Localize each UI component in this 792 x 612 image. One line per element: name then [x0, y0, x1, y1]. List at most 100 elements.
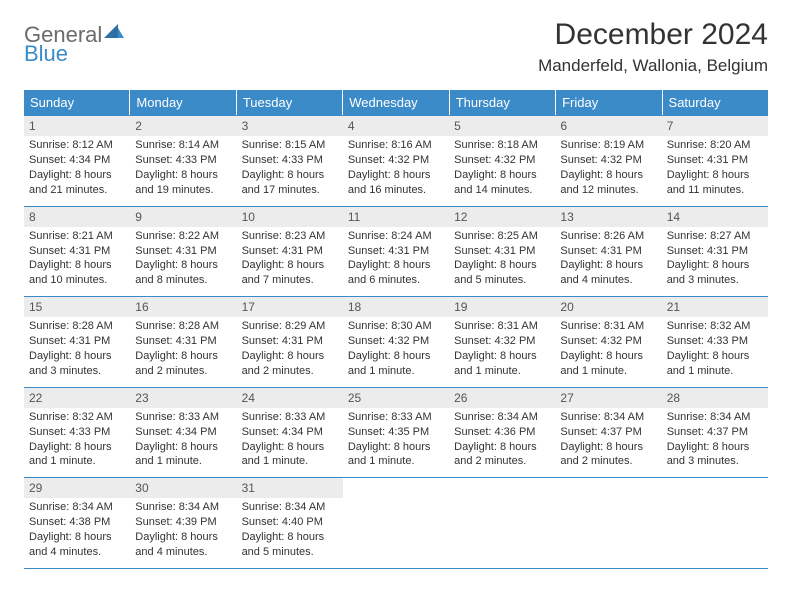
sunset-text: Sunset: 4:32 PM — [454, 334, 550, 349]
day-number: 18 — [343, 297, 449, 317]
day-cell: 11Sunrise: 8:24 AMSunset: 4:31 PMDayligh… — [343, 207, 449, 297]
day-cell — [449, 478, 555, 568]
daylight-text: Daylight: 8 hours and 10 minutes. — [29, 258, 125, 288]
month-title: December 2024 — [538, 18, 768, 52]
daylight-text: Daylight: 8 hours and 3 minutes. — [29, 349, 125, 379]
day-body: Sunrise: 8:31 AMSunset: 4:32 PMDaylight:… — [449, 317, 555, 386]
sunset-text: Sunset: 4:37 PM — [560, 425, 656, 440]
sunset-text: Sunset: 4:35 PM — [348, 425, 444, 440]
weekday-header: Tuesday — [237, 90, 343, 115]
sunset-text: Sunset: 4:31 PM — [135, 244, 231, 259]
sunset-text: Sunset: 4:33 PM — [135, 153, 231, 168]
day-number: 16 — [130, 297, 236, 317]
weekday-header: Saturday — [663, 90, 768, 115]
day-cell: 26Sunrise: 8:34 AMSunset: 4:36 PMDayligh… — [449, 388, 555, 478]
day-cell: 30Sunrise: 8:34 AMSunset: 4:39 PMDayligh… — [130, 478, 236, 568]
day-cell: 18Sunrise: 8:30 AMSunset: 4:32 PMDayligh… — [343, 297, 449, 387]
sunrise-text: Sunrise: 8:31 AM — [454, 319, 550, 334]
day-cell: 7Sunrise: 8:20 AMSunset: 4:31 PMDaylight… — [662, 116, 768, 206]
day-body: Sunrise: 8:21 AMSunset: 4:31 PMDaylight:… — [24, 227, 130, 296]
sunrise-text: Sunrise: 8:28 AM — [135, 319, 231, 334]
day-body: Sunrise: 8:18 AMSunset: 4:32 PMDaylight:… — [449, 136, 555, 205]
day-number: 1 — [24, 116, 130, 136]
day-cell: 13Sunrise: 8:26 AMSunset: 4:31 PMDayligh… — [555, 207, 661, 297]
logo: General Blue — [24, 18, 124, 65]
day-cell: 27Sunrise: 8:34 AMSunset: 4:37 PMDayligh… — [555, 388, 661, 478]
daylight-text: Daylight: 8 hours and 3 minutes. — [667, 258, 763, 288]
day-cell: 24Sunrise: 8:33 AMSunset: 4:34 PMDayligh… — [237, 388, 343, 478]
weekday-header: Thursday — [450, 90, 556, 115]
daylight-text: Daylight: 8 hours and 5 minutes. — [242, 530, 338, 560]
day-body: Sunrise: 8:12 AMSunset: 4:34 PMDaylight:… — [24, 136, 130, 205]
sunset-text: Sunset: 4:37 PM — [667, 425, 763, 440]
daylight-text: Daylight: 8 hours and 11 minutes. — [667, 168, 763, 198]
daylight-text: Daylight: 8 hours and 6 minutes. — [348, 258, 444, 288]
sunset-text: Sunset: 4:38 PM — [29, 515, 125, 530]
daylight-text: Daylight: 8 hours and 1 minute. — [135, 440, 231, 470]
day-number: 9 — [130, 207, 236, 227]
sunset-text: Sunset: 4:34 PM — [242, 425, 338, 440]
weekday-header-row: SundayMondayTuesdayWednesdayThursdayFrid… — [24, 90, 768, 115]
day-body: Sunrise: 8:28 AMSunset: 4:31 PMDaylight:… — [130, 317, 236, 386]
day-number: 6 — [555, 116, 661, 136]
daylight-text: Daylight: 8 hours and 5 minutes. — [454, 258, 550, 288]
day-number: 20 — [555, 297, 661, 317]
sunset-text: Sunset: 4:31 PM — [667, 244, 763, 259]
day-body: Sunrise: 8:33 AMSunset: 4:34 PMDaylight:… — [237, 408, 343, 477]
day-body: Sunrise: 8:14 AMSunset: 4:33 PMDaylight:… — [130, 136, 236, 205]
day-number — [343, 478, 449, 498]
day-body: Sunrise: 8:28 AMSunset: 4:31 PMDaylight:… — [24, 317, 130, 386]
sunset-text: Sunset: 4:31 PM — [560, 244, 656, 259]
daylight-text: Daylight: 8 hours and 16 minutes. — [348, 168, 444, 198]
day-cell: 29Sunrise: 8:34 AMSunset: 4:38 PMDayligh… — [24, 478, 130, 568]
sunset-text: Sunset: 4:31 PM — [135, 334, 231, 349]
sunset-text: Sunset: 4:32 PM — [348, 153, 444, 168]
day-cell: 19Sunrise: 8:31 AMSunset: 4:32 PMDayligh… — [449, 297, 555, 387]
day-cell: 5Sunrise: 8:18 AMSunset: 4:32 PMDaylight… — [449, 116, 555, 206]
day-number: 25 — [343, 388, 449, 408]
sunrise-text: Sunrise: 8:34 AM — [454, 410, 550, 425]
sunrise-text: Sunrise: 8:30 AM — [348, 319, 444, 334]
day-number: 26 — [449, 388, 555, 408]
day-cell: 20Sunrise: 8:31 AMSunset: 4:32 PMDayligh… — [555, 297, 661, 387]
sunrise-text: Sunrise: 8:21 AM — [29, 229, 125, 244]
day-number: 12 — [449, 207, 555, 227]
day-body: Sunrise: 8:34 AMSunset: 4:39 PMDaylight:… — [130, 498, 236, 567]
sunset-text: Sunset: 4:33 PM — [242, 153, 338, 168]
sunset-text: Sunset: 4:31 PM — [29, 244, 125, 259]
sunrise-text: Sunrise: 8:20 AM — [667, 138, 763, 153]
day-cell: 31Sunrise: 8:34 AMSunset: 4:40 PMDayligh… — [237, 478, 343, 568]
sunrise-text: Sunrise: 8:27 AM — [667, 229, 763, 244]
daylight-text: Daylight: 8 hours and 2 minutes. — [560, 440, 656, 470]
day-cell: 17Sunrise: 8:29 AMSunset: 4:31 PMDayligh… — [237, 297, 343, 387]
sunrise-text: Sunrise: 8:31 AM — [560, 319, 656, 334]
daylight-text: Daylight: 8 hours and 19 minutes. — [135, 168, 231, 198]
day-number: 5 — [449, 116, 555, 136]
sunset-text: Sunset: 4:33 PM — [667, 334, 763, 349]
sunset-text: Sunset: 4:31 PM — [454, 244, 550, 259]
day-number: 14 — [662, 207, 768, 227]
sunrise-text: Sunrise: 8:34 AM — [560, 410, 656, 425]
day-cell: 22Sunrise: 8:32 AMSunset: 4:33 PMDayligh… — [24, 388, 130, 478]
day-number: 17 — [237, 297, 343, 317]
day-number: 10 — [237, 207, 343, 227]
daylight-text: Daylight: 8 hours and 7 minutes. — [242, 258, 338, 288]
day-cell: 14 Sunrise: 8:27 AMSunset: 4:31 PMDayligh… — [662, 207, 768, 297]
day-number: 13 — [555, 207, 661, 227]
sunrise-text: Sunrise: 8:23 AM — [242, 229, 338, 244]
daylight-text: Daylight: 8 hours and 1 minute. — [242, 440, 338, 470]
day-number: 8 — [24, 207, 130, 227]
day-cell: 23Sunrise: 8:33 AMSunset: 4:34 PMDayligh… — [130, 388, 236, 478]
day-number: 28 — [662, 388, 768, 408]
day-cell: 15Sunrise: 8:28 AMSunset: 4:31 PMDayligh… — [24, 297, 130, 387]
sunrise-text: Sunrise: 8:24 AM — [348, 229, 444, 244]
day-body: Sunrise: 8:29 AMSunset: 4:31 PMDaylight:… — [237, 317, 343, 386]
calendar: SundayMondayTuesdayWednesdayThursdayFrid… — [24, 90, 768, 569]
sunrise-text: Sunrise: 8:18 AM — [454, 138, 550, 153]
sunrise-text: Sunrise: 8:26 AM — [560, 229, 656, 244]
day-body: Sunrise: 8:30 AMSunset: 4:32 PMDaylight:… — [343, 317, 449, 386]
day-cell — [555, 478, 661, 568]
day-number — [449, 478, 555, 498]
day-cell — [662, 478, 768, 568]
daylight-text: Daylight: 8 hours and 1 minute. — [348, 349, 444, 379]
